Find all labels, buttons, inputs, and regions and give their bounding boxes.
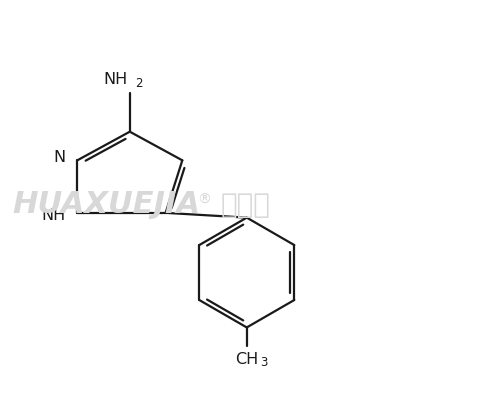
Text: HUAXUEJIA: HUAXUEJIA xyxy=(12,190,200,219)
Text: 2: 2 xyxy=(136,77,143,90)
Text: ®: ® xyxy=(197,193,211,207)
Text: NH: NH xyxy=(104,72,128,87)
Text: 化学加: 化学加 xyxy=(221,191,271,219)
Text: CH: CH xyxy=(235,352,258,367)
Text: N: N xyxy=(53,151,65,166)
Text: 3: 3 xyxy=(260,356,268,369)
Text: NH: NH xyxy=(41,208,65,223)
